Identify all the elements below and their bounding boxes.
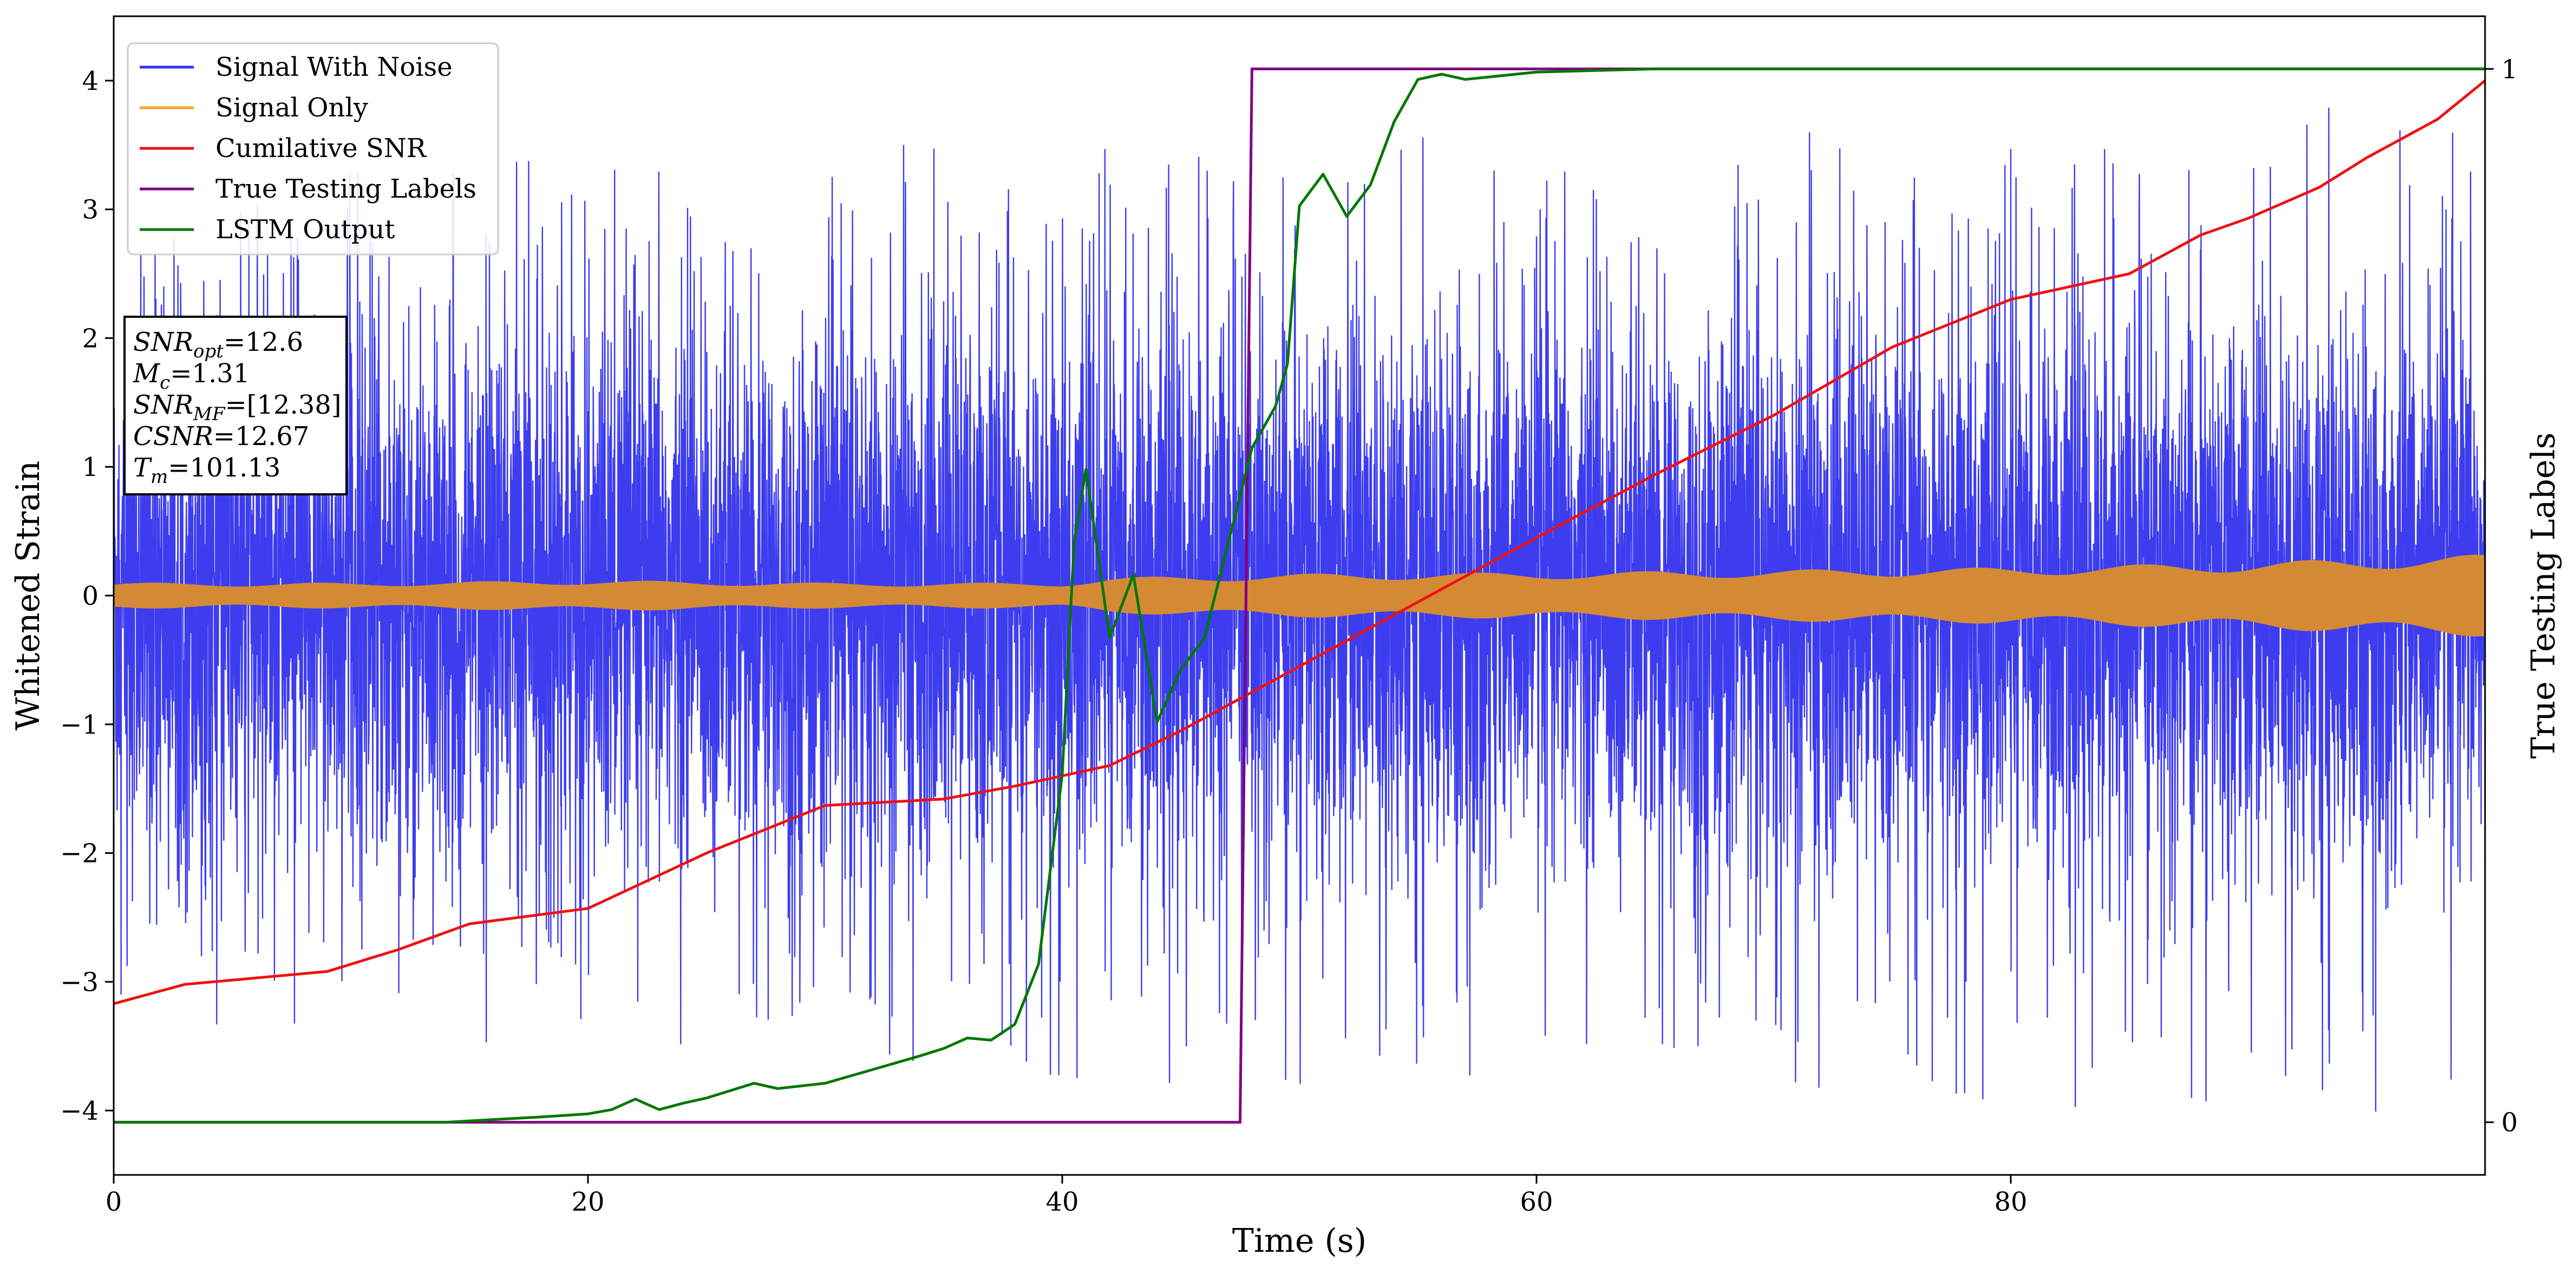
y2-tick-label: 1 xyxy=(2501,54,2518,84)
legend-entry-label: Signal Only xyxy=(215,93,368,123)
annotation-value: =12.6 xyxy=(224,327,303,357)
annotation-line: SNRMF=[12.38] xyxy=(133,390,342,425)
y-tick-label: 2 xyxy=(82,323,99,354)
annotation-line: Mc=1.31 xyxy=(133,358,250,394)
x-tick-label: 60 xyxy=(1520,1187,1553,1217)
annotation-symbol: SNR xyxy=(133,327,193,357)
annotation-subscript: m xyxy=(151,466,168,488)
x-tick-label: 0 xyxy=(106,1187,122,1217)
annotation-symbol: CSNR xyxy=(133,421,213,452)
legend-entry-label: Signal With Noise xyxy=(215,52,453,82)
y2-tick-label: 0 xyxy=(2501,1108,2518,1138)
y-tick-label: 0 xyxy=(82,581,99,611)
legend-entry-label: LSTM Output xyxy=(215,214,395,245)
y-axis-label: Whitened Strain xyxy=(9,461,47,730)
y-tick-label: 3 xyxy=(82,195,99,225)
y-tick-label: −3 xyxy=(60,967,99,997)
y-tick-label: 4 xyxy=(82,66,99,96)
signal-layer xyxy=(113,554,2486,637)
signal-only-line xyxy=(113,554,2486,637)
annotation-line: Tm=101.13 xyxy=(133,453,280,488)
y-tick-label: −1 xyxy=(60,710,99,740)
legend-entry-label: Cumilative SNR xyxy=(215,133,427,164)
annotation-line: CSNR=12.67 xyxy=(133,421,309,452)
annotation-symbol: T xyxy=(133,453,152,483)
lstm-output-line xyxy=(114,67,2485,1124)
x-tick-label: 40 xyxy=(1045,1187,1078,1217)
y-tick-label: −4 xyxy=(60,1096,99,1126)
y-tick-label: −2 xyxy=(60,839,99,869)
annotation-symbol: SNR xyxy=(133,390,193,420)
annotation-line: SNRopt=12.6 xyxy=(133,327,303,362)
annotation-value: =1.31 xyxy=(170,358,250,389)
annotation-symbol: M xyxy=(133,358,161,389)
cumulative-snr-line xyxy=(113,79,2486,1005)
annotation-subscript: MF xyxy=(193,403,226,425)
annotation-subscript: opt xyxy=(193,341,224,362)
annotation-value: =12.67 xyxy=(213,421,310,452)
legend: Signal With Noise Signal Only Cumilative S… xyxy=(127,42,499,256)
x-axis-label: Time (s) xyxy=(1232,1222,1367,1260)
annotation-value: =101.13 xyxy=(168,453,280,483)
annotation-frame xyxy=(123,316,348,495)
y-tick-label: 1 xyxy=(82,452,99,482)
annotation-box: SNRopt=12.6Mc=1.31SNRMF=[12.38]CSNR=12.6… xyxy=(123,316,348,495)
y2-axis-label: True Testing Labels xyxy=(2525,433,2562,759)
lines-layer xyxy=(113,67,2486,1124)
annotation-subscript: c xyxy=(160,372,170,394)
legend-entry-label: True Testing Labels xyxy=(215,174,476,204)
annotation-value: =[12.38] xyxy=(225,390,341,420)
noise-layer xyxy=(113,107,2486,1112)
x-tick-label: 80 xyxy=(1994,1187,2027,1217)
signal-with-noise-line xyxy=(113,107,2486,1112)
x-tick-label: 20 xyxy=(571,1187,604,1217)
legend-frame xyxy=(127,42,499,256)
